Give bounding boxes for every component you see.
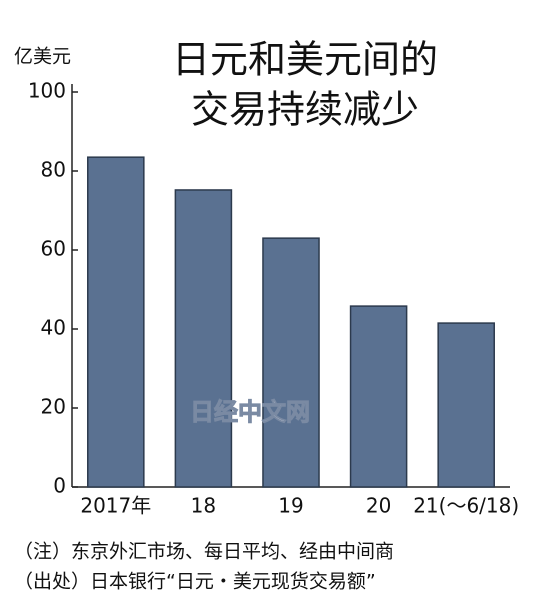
- y-tick-label: 60: [41, 237, 66, 261]
- bar: [349, 305, 408, 488]
- note: （出处）日本银行“日元・美元现货交易额”: [14, 571, 376, 593]
- x-tick-label: 19: [278, 494, 303, 518]
- y-axis-label: 亿美元: [14, 46, 71, 68]
- y-tick-label: 0: [53, 474, 66, 498]
- note: （注）东京外汇市场、每日平均、经由中间商: [14, 541, 394, 563]
- bar: [87, 156, 145, 488]
- chart-title: 日元和美元间的: [172, 38, 438, 82]
- bar: [262, 237, 320, 488]
- y-tick-label: 100: [28, 79, 66, 103]
- x-tick-label: 18: [191, 494, 216, 518]
- x-tick-label: 21(～6/18): [413, 494, 519, 518]
- y-tick-label: 20: [41, 395, 66, 419]
- x-tick-label: 2017年: [80, 494, 151, 518]
- y-tick-label: 80: [41, 158, 66, 182]
- watermark: 日经中文网: [190, 398, 310, 426]
- bar: [437, 322, 495, 488]
- x-tick-label: 20: [366, 494, 391, 518]
- bar: [174, 189, 233, 488]
- y-tick-label: 40: [41, 316, 66, 340]
- chart-title: 交易持续减少: [191, 88, 419, 132]
